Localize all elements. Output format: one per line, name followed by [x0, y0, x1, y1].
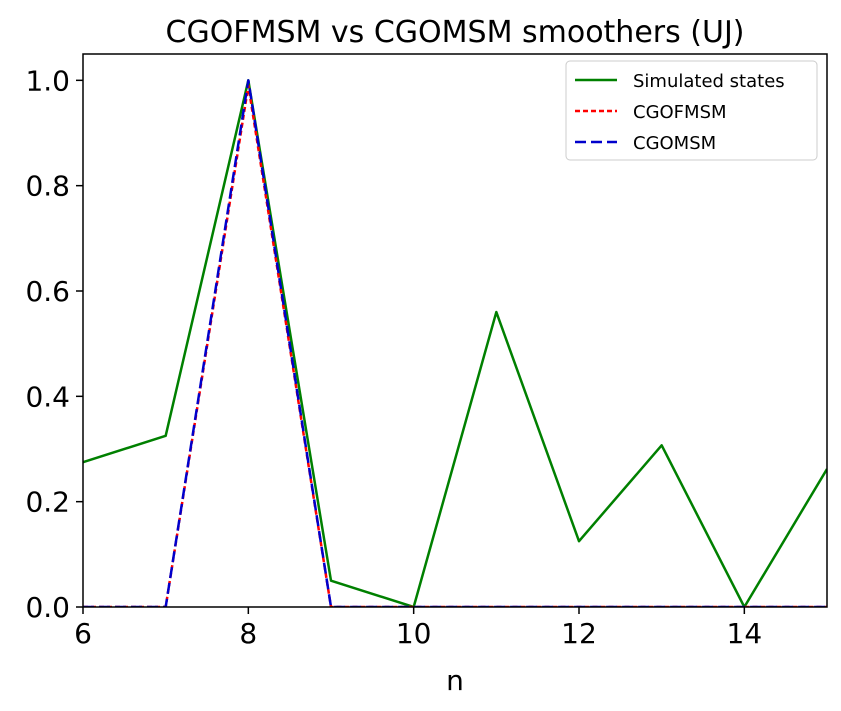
x-axis-label: n: [446, 664, 464, 697]
y-axis: 0.0 0.2 0.4 0.6 0.8 1.0: [25, 64, 83, 624]
x-tick-label: 6: [74, 617, 92, 650]
series-line-simulated-states: [83, 79, 827, 607]
y-tick-label: 0.0: [25, 591, 70, 624]
legend-label-cgomsm: CGOMSM: [633, 133, 716, 154]
series-layer: [83, 79, 827, 607]
y-tick-label: 1.0: [25, 64, 70, 97]
legend: Simulated states CGOFMSM CGOMSM: [565, 60, 818, 161]
x-tick-label: 12: [561, 617, 597, 650]
legend-box: [565, 60, 818, 161]
legend-label-cgofmsm: CGOFMSM: [633, 102, 727, 123]
series-line-cgofmsm: [83, 84, 827, 607]
y-tick-label: 0.4: [25, 380, 70, 413]
x-tick-label: 14: [727, 617, 763, 650]
y-tick-label: 0.2: [25, 486, 70, 519]
plot-area-frame: [82, 53, 828, 608]
y-tick-label: 0.6: [25, 275, 70, 308]
x-tick-label: 8: [239, 617, 257, 650]
x-tick-label: 10: [396, 617, 432, 650]
chart-title: CGOFMSM vs CGOMSM smoothers (UJ): [166, 15, 745, 50]
legend-label-simulated-states: Simulated states: [633, 71, 785, 92]
x-axis: 6 8 10 12 14: [74, 607, 762, 650]
y-tick-label: 0.8: [25, 170, 70, 203]
